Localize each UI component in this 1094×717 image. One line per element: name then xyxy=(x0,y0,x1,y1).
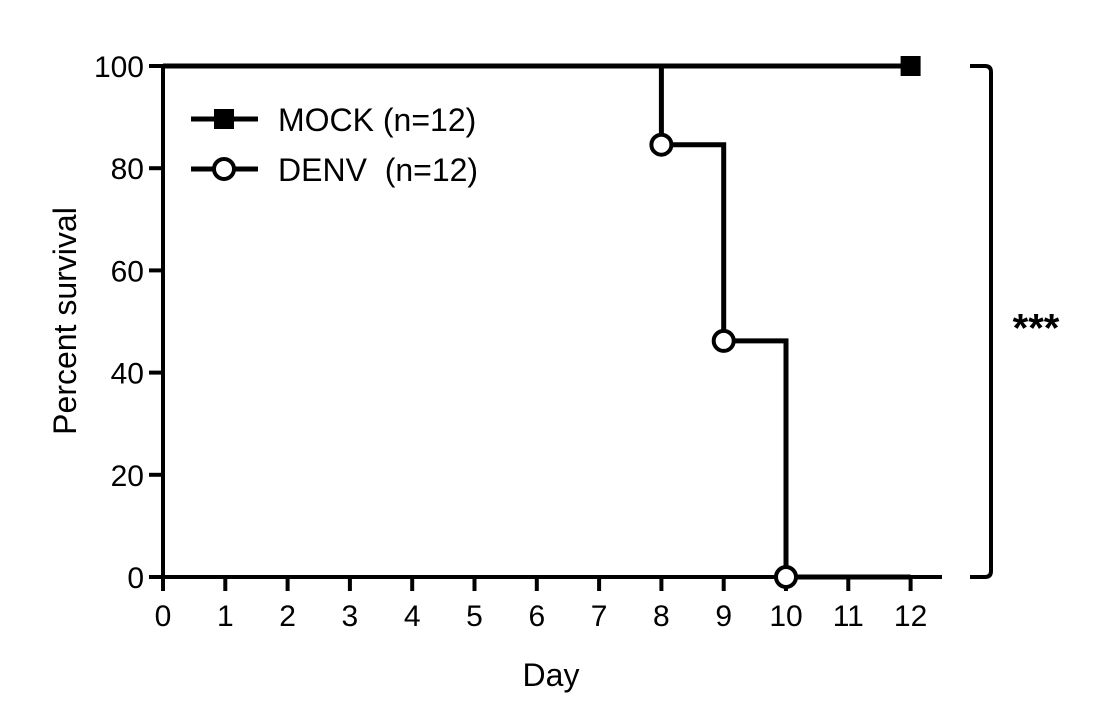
y-tick-label: 40 xyxy=(111,358,144,391)
x-tick-label: 0 xyxy=(155,600,172,633)
y-tick-label: 100 xyxy=(94,51,144,84)
legend-marker-denv xyxy=(212,157,236,181)
y-tick-label: 60 xyxy=(111,255,144,288)
y-axis-title: Percent survival xyxy=(47,207,83,435)
data-point-denv xyxy=(774,565,798,589)
x-tick-label: 11 xyxy=(833,600,864,633)
significance-annotation: *** xyxy=(970,64,1060,579)
series-layer xyxy=(163,56,921,589)
y-tick-label: 20 xyxy=(111,460,144,493)
legend-label-mock: MOCK (n=12) xyxy=(278,102,476,138)
significance-label: *** xyxy=(1013,307,1060,351)
x-axis-title: Day xyxy=(523,657,580,693)
x-tick-label: 7 xyxy=(591,600,608,633)
x-tick-label: 6 xyxy=(528,600,545,633)
data-point-denv xyxy=(649,132,674,157)
x-ticks: 0 1 2 3 4 5 6 7 8 9 10 11 12 xyxy=(155,577,927,633)
x-tick-label: 3 xyxy=(342,600,359,633)
x-tick-label: 1 xyxy=(217,600,234,633)
legend: MOCK (n=12) DENV (n=12) xyxy=(191,102,478,188)
significance-bracket xyxy=(970,64,993,579)
x-tick-label: 5 xyxy=(466,600,483,633)
x-tick-label: 9 xyxy=(715,600,732,633)
y-ticks: 0 20 40 60 80 100 xyxy=(94,51,163,595)
x-tick-label: 10 xyxy=(769,600,802,633)
x-tick-label: 8 xyxy=(653,600,670,633)
y-tick-label: 0 xyxy=(127,562,144,595)
axes xyxy=(161,64,942,579)
y-tick-label: 80 xyxy=(111,153,144,186)
data-point-denv xyxy=(711,328,736,353)
x-tick-label: 12 xyxy=(894,600,927,633)
legend-marker-mock xyxy=(214,109,234,129)
x-tick-label: 2 xyxy=(279,600,296,633)
legend-label-denv: DENV (n=12) xyxy=(278,152,478,188)
series-line-denv xyxy=(163,63,911,580)
x-tick-label: 4 xyxy=(404,600,421,633)
data-point-mock xyxy=(900,56,921,76)
